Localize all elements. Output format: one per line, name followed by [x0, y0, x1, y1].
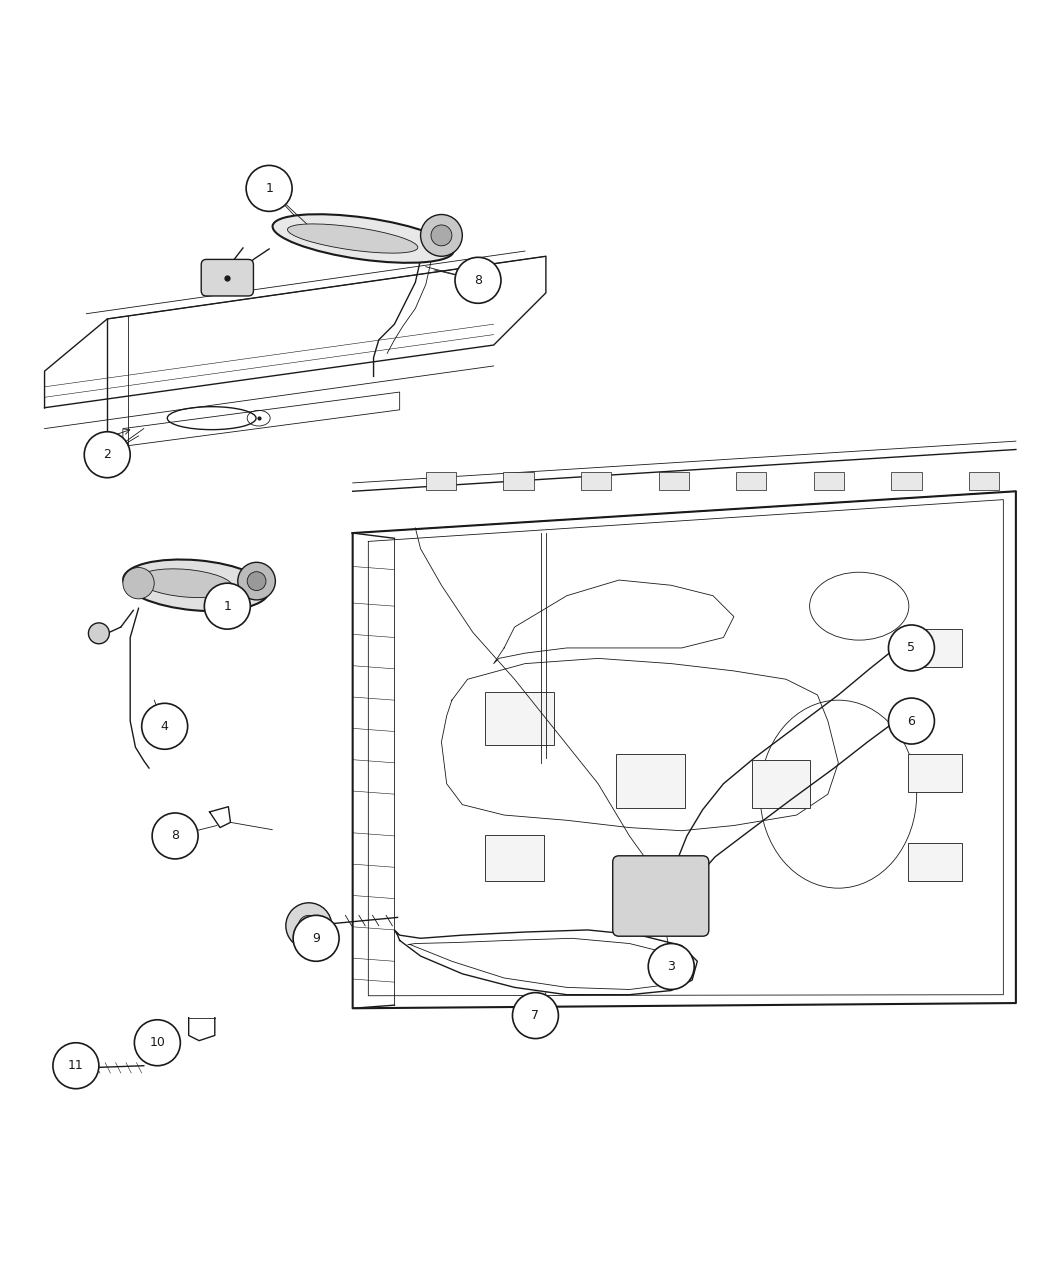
FancyBboxPatch shape: [202, 259, 253, 296]
Text: 10: 10: [149, 1037, 165, 1049]
FancyBboxPatch shape: [969, 473, 1000, 490]
Text: 8: 8: [171, 830, 180, 843]
FancyBboxPatch shape: [616, 755, 685, 808]
FancyBboxPatch shape: [736, 473, 766, 490]
Text: 8: 8: [474, 274, 482, 287]
Circle shape: [205, 583, 250, 629]
Circle shape: [134, 1020, 181, 1066]
FancyBboxPatch shape: [426, 473, 456, 490]
Circle shape: [293, 915, 339, 961]
FancyBboxPatch shape: [485, 692, 554, 745]
Text: 9: 9: [312, 932, 320, 945]
Text: 1: 1: [224, 599, 231, 613]
Circle shape: [430, 224, 452, 246]
Ellipse shape: [273, 214, 454, 263]
Circle shape: [247, 571, 266, 590]
Circle shape: [152, 813, 198, 859]
Circle shape: [142, 704, 188, 750]
Circle shape: [286, 903, 332, 949]
Text: 2: 2: [103, 449, 111, 462]
Text: 3: 3: [668, 960, 675, 973]
FancyBboxPatch shape: [752, 760, 811, 808]
Circle shape: [123, 567, 154, 599]
FancyBboxPatch shape: [908, 843, 962, 881]
Ellipse shape: [139, 569, 233, 598]
Circle shape: [421, 214, 462, 256]
FancyBboxPatch shape: [581, 473, 611, 490]
FancyBboxPatch shape: [908, 755, 962, 792]
FancyBboxPatch shape: [658, 473, 689, 490]
FancyBboxPatch shape: [814, 473, 844, 490]
Circle shape: [52, 1043, 99, 1089]
Ellipse shape: [123, 560, 269, 611]
Text: 1: 1: [266, 182, 273, 195]
Text: 5: 5: [907, 641, 916, 654]
Circle shape: [888, 625, 934, 671]
Circle shape: [65, 1057, 86, 1079]
FancyBboxPatch shape: [613, 856, 709, 936]
Circle shape: [237, 562, 275, 601]
Text: 11: 11: [68, 1060, 84, 1072]
Ellipse shape: [288, 224, 418, 254]
Circle shape: [648, 944, 694, 989]
Text: 4: 4: [161, 720, 169, 733]
Text: 6: 6: [907, 714, 916, 728]
FancyBboxPatch shape: [485, 835, 544, 881]
FancyBboxPatch shape: [503, 473, 533, 490]
FancyBboxPatch shape: [908, 629, 962, 667]
FancyBboxPatch shape: [891, 473, 922, 490]
Text: 7: 7: [531, 1009, 540, 1023]
Circle shape: [246, 166, 292, 212]
Circle shape: [455, 258, 501, 303]
Circle shape: [888, 699, 934, 745]
Circle shape: [298, 915, 319, 936]
Circle shape: [512, 993, 559, 1039]
Circle shape: [88, 623, 109, 644]
Circle shape: [84, 432, 130, 478]
